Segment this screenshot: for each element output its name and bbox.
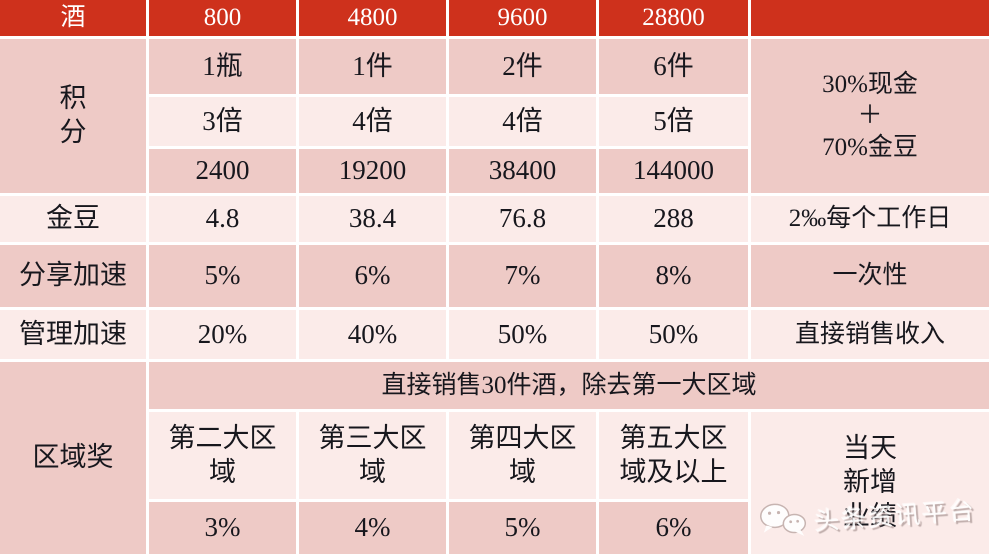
rate-cell: 5% [449, 502, 596, 554]
value-cell: 144000 [599, 149, 748, 193]
rate-cell: 4% [299, 502, 446, 554]
value-cell: 76.8 [449, 196, 596, 242]
value-cell: 1瓶 [149, 39, 296, 94]
header-cell-product: 酒 [0, 0, 146, 36]
value-cell: 6% [299, 245, 446, 307]
value-cell: 3倍 [149, 97, 296, 146]
value-cell: 8% [599, 245, 748, 307]
value-cell: 1件 [299, 39, 446, 94]
jifen-row-3: 2400 19200 38400 144000 [0, 149, 989, 193]
header-row: 酒 800 4800 9600 28800 [0, 0, 989, 36]
jifen-row-2: 3倍 4倍 4倍 5倍 [0, 97, 989, 146]
value-cell: 5% [149, 245, 296, 307]
value-cell: 7% [449, 245, 596, 307]
header-cell-empty [751, 0, 989, 36]
quyu-tiers-row: 第二大区 域 第三大区 域 第四大区 域 第五大区 域及以上 当天 新增 业绩 [0, 412, 989, 554]
banner-cell-region-rule: 直接销售30件酒，除去第一大区域 [149, 362, 989, 409]
header-cell-28800: 28800 [599, 0, 748, 36]
tier-cell: 第四大区 域 [449, 412, 596, 499]
jindou-row: 金豆 4.8 38.4 76.8 288 2‰每个工作日 [0, 196, 989, 242]
note-cell-onetime: 一次性 [751, 245, 989, 307]
rate-cell: 6% [599, 502, 748, 554]
note-cell-direct-sales: 直接销售收入 [751, 310, 989, 359]
guanli-row: 管理加速 20% 40% 50% 50% 直接销售收入 [0, 310, 989, 359]
tier-cell: 第二大区 域 [149, 412, 296, 499]
header-cell-9600: 9600 [449, 0, 596, 36]
header-cell-4800: 4800 [299, 0, 446, 36]
value-cell: 50% [449, 310, 596, 359]
value-cell: 4倍 [299, 97, 446, 146]
quyu-banner-row: 区域奖 直接销售30件酒，除去第一大区域 [0, 362, 989, 554]
value-cell: 38400 [449, 149, 596, 193]
value-cell: 50% [599, 310, 748, 359]
row-label-jindou: 金豆 [0, 196, 146, 242]
value-cell: 4倍 [449, 97, 596, 146]
fenxiang-row: 分享加速 5% 6% 7% 8% 一次性 [0, 245, 989, 307]
value-cell: 20% [149, 310, 296, 359]
row-label-fenxiang: 分享加速 [0, 245, 146, 307]
rate-cell: 3% [149, 502, 296, 554]
value-cell: 38.4 [299, 196, 446, 242]
note-cell-workday: 2‰每个工作日 [751, 196, 989, 242]
value-cell: 6件 [599, 39, 748, 94]
row-label-guanli: 管理加速 [0, 310, 146, 359]
row-label-quyu: 区域奖 [0, 362, 146, 554]
quyu-rates-row: 3% 4% 5% 6% [0, 502, 989, 554]
tier-cell: 第三大区 域 [299, 412, 446, 499]
value-cell: 19200 [299, 149, 446, 193]
value-cell: 5倍 [599, 97, 748, 146]
row-label-jifen: 积 分 [0, 39, 146, 193]
jifen-row-1: 积 分 1瓶 1件 2件 6件 30%现金 ＋ 70%金豆 [0, 39, 989, 193]
tier-cell: 第五大区 域及以上 [599, 412, 748, 499]
value-cell: 2400 [149, 149, 296, 193]
value-cell: 2件 [449, 39, 596, 94]
note-cell-cash-split: 30%现金 ＋ 70%金豆 [751, 39, 989, 193]
value-cell: 288 [599, 196, 748, 242]
header-cell-800: 800 [149, 0, 296, 36]
note-cell-daily-new: 当天 新增 业绩 [751, 412, 989, 554]
value-cell: 4.8 [149, 196, 296, 242]
value-cell: 40% [299, 310, 446, 359]
